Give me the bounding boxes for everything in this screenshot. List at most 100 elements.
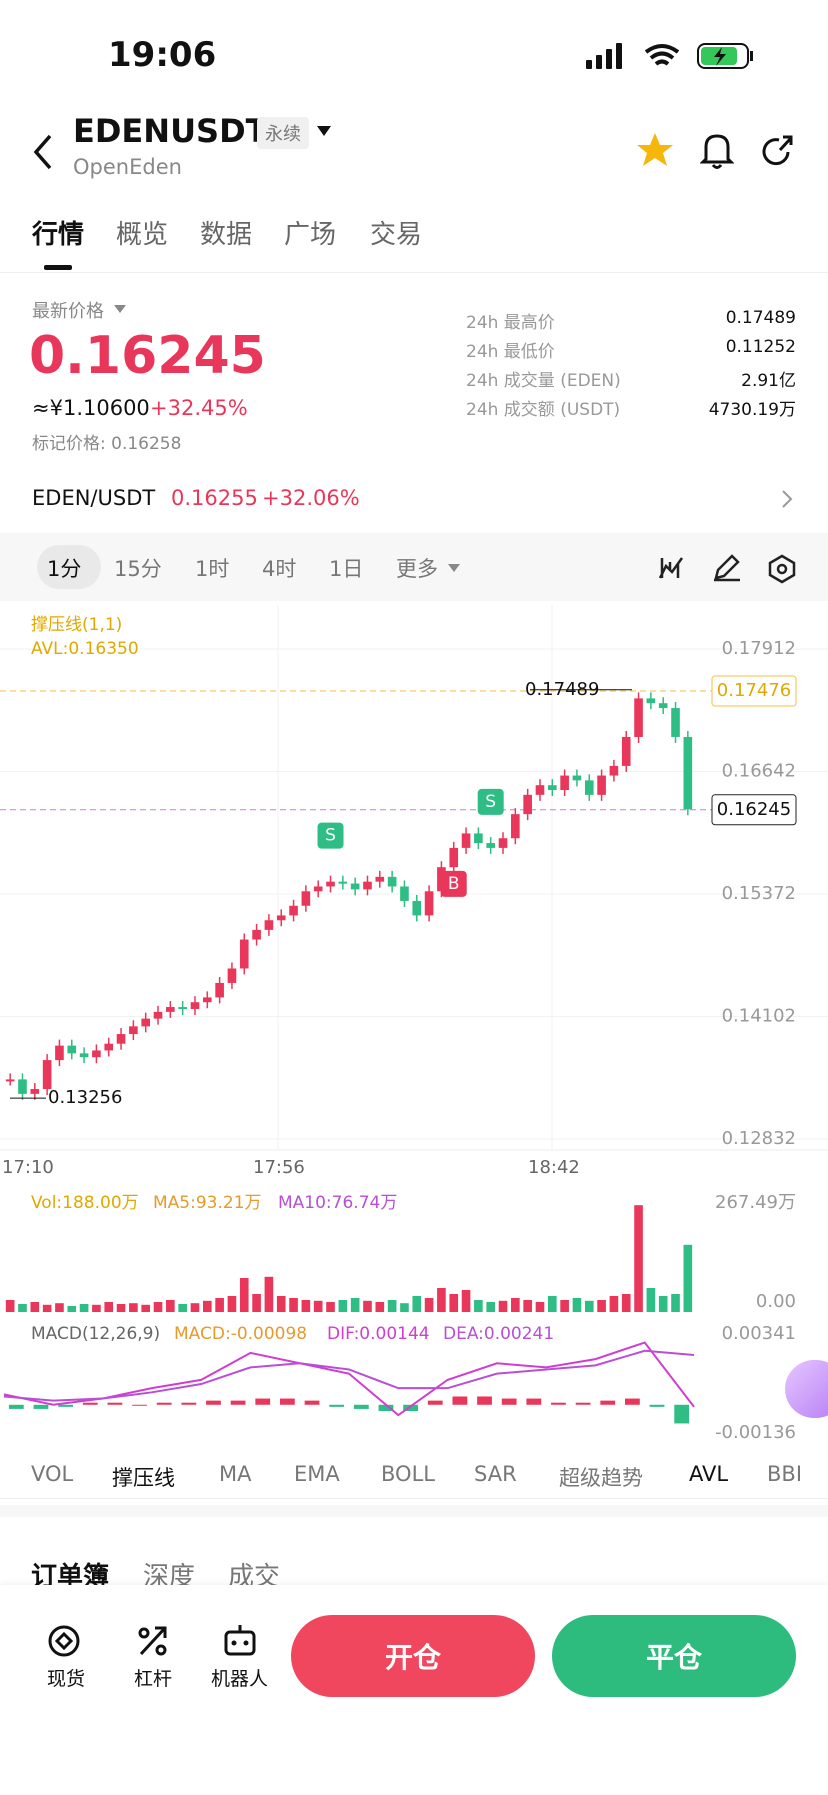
candle	[572, 775, 582, 781]
signal-marker	[317, 822, 344, 849]
y-tick-label: 0.14102	[722, 1006, 796, 1027]
volume-bar	[116, 1303, 126, 1312]
volume-bar	[313, 1300, 323, 1312]
volume-bar	[572, 1297, 582, 1312]
candle	[30, 1089, 40, 1094]
indicator-tab[interactable]: BOLL	[381, 1462, 435, 1486]
price-tag-label: 0.17476	[717, 680, 791, 701]
macd-bar	[353, 1404, 369, 1409]
volume-legend: MA5:93.21万	[153, 1193, 262, 1213]
tab[interactable]: 概览	[116, 220, 169, 250]
avl-label: AVL:0.16350	[31, 639, 139, 659]
price-tag	[711, 794, 797, 826]
candle	[658, 703, 668, 709]
candle	[153, 1011, 163, 1019]
x-tick-label: 18:42	[528, 1157, 580, 1178]
macd-bar	[255, 1398, 271, 1405]
candle	[190, 1002, 200, 1009]
symbol: EDENUSDT	[73, 112, 268, 150]
indicator-tab[interactable]: SAR	[474, 1462, 517, 1486]
volume-bar	[400, 1303, 409, 1312]
volume-bar	[498, 1300, 508, 1312]
indicator-tab[interactable]: VOL	[31, 1462, 74, 1486]
candle	[535, 785, 545, 795]
chart-tools[interactable]	[656, 552, 806, 584]
spot-icon[interactable]	[46, 1624, 82, 1658]
macd-bar	[526, 1398, 542, 1405]
volume-bar	[609, 1295, 619, 1312]
timeframe[interactable]: 1日	[329, 557, 364, 581]
low-label: 0.13256	[48, 1087, 122, 1108]
volume-bar	[437, 1287, 446, 1312]
macd-bar	[280, 1398, 295, 1405]
volume-bar	[289, 1297, 298, 1312]
close-button[interactable]: 平仓	[552, 1615, 796, 1697]
volume-bar	[301, 1299, 311, 1312]
candle	[449, 847, 459, 868]
volume-bar	[79, 1303, 89, 1312]
assistant-bubble[interactable]	[785, 1360, 828, 1418]
volume-bar	[560, 1299, 569, 1312]
candle	[387, 876, 397, 887]
price-cny: ≈¥1.10600	[32, 396, 150, 420]
candle	[486, 843, 496, 848]
volume-bar	[474, 1299, 483, 1312]
candle	[474, 833, 483, 844]
candle	[523, 794, 532, 815]
volume-bar	[30, 1301, 40, 1312]
timeframe[interactable]: 15分	[114, 557, 162, 581]
macd-line	[3, 1341, 695, 1417]
dropdown-arrow[interactable]	[316, 124, 332, 138]
nav-label[interactable]: 机器人	[211, 1668, 269, 1690]
volume-bar	[42, 1304, 52, 1312]
price-tag	[711, 675, 797, 707]
alert-bell[interactable]	[700, 131, 734, 171]
mark-price: 标记价格: 0.16258	[32, 434, 182, 454]
last-price: 0.16245	[29, 326, 266, 386]
favorite-star[interactable]	[636, 131, 674, 169]
indicator-tab[interactable]: 超级趋势	[559, 1466, 643, 1490]
nav-label[interactable]: 杠杆	[134, 1668, 173, 1690]
indicator-tab[interactable]: BBI	[767, 1462, 803, 1486]
status-icons	[586, 43, 753, 69]
macd-bar	[600, 1400, 616, 1405]
timeframe-bar	[0, 533, 828, 601]
spot-pair[interactable]: EDEN/USDT	[32, 486, 156, 510]
stat-value: 0.11252	[725, 337, 796, 357]
nav-label[interactable]: 现货	[47, 1668, 86, 1690]
volume-bar	[239, 1277, 249, 1312]
macd-bar	[378, 1404, 394, 1411]
signal-marker	[440, 870, 467, 897]
candle	[18, 1079, 27, 1094]
macd-bar	[427, 1400, 443, 1405]
macd-bar	[107, 1402, 123, 1405]
indicator-tab[interactable]: 撑压线	[112, 1466, 175, 1490]
timeframe[interactable]: 4时	[262, 557, 297, 581]
candle	[671, 708, 680, 737]
volume-bar	[597, 1299, 606, 1312]
timeframe[interactable]: 1时	[195, 557, 230, 581]
indicator-tab[interactable]: AVL	[689, 1462, 729, 1486]
chevron	[782, 490, 793, 508]
timeframe[interactable]: 1分	[47, 557, 82, 581]
bot-icon[interactable]	[222, 1622, 258, 1658]
margin-icon[interactable]	[135, 1624, 171, 1658]
indicator-tab[interactable]: EMA	[294, 1462, 340, 1486]
volume-bar	[363, 1300, 372, 1312]
tab[interactable]: 广场	[284, 220, 337, 250]
timeframe[interactable]: 更多	[396, 557, 438, 581]
tab[interactable]: 行情	[32, 220, 85, 250]
tab[interactable]: 交易	[370, 220, 423, 250]
open-button[interactable]: 开仓	[291, 1615, 535, 1697]
back-button[interactable]	[30, 132, 60, 172]
volume-bar	[166, 1299, 175, 1312]
tab[interactable]: 数据	[200, 220, 253, 250]
share-button[interactable]	[760, 134, 794, 168]
macd-bar	[82, 1402, 98, 1405]
signal-label: B	[448, 874, 460, 894]
macd-bar	[329, 1404, 345, 1407]
indicator-tab[interactable]: MA	[219, 1462, 252, 1486]
macd-bar	[58, 1404, 73, 1407]
candle	[313, 886, 323, 892]
signal-label: S	[325, 826, 336, 846]
